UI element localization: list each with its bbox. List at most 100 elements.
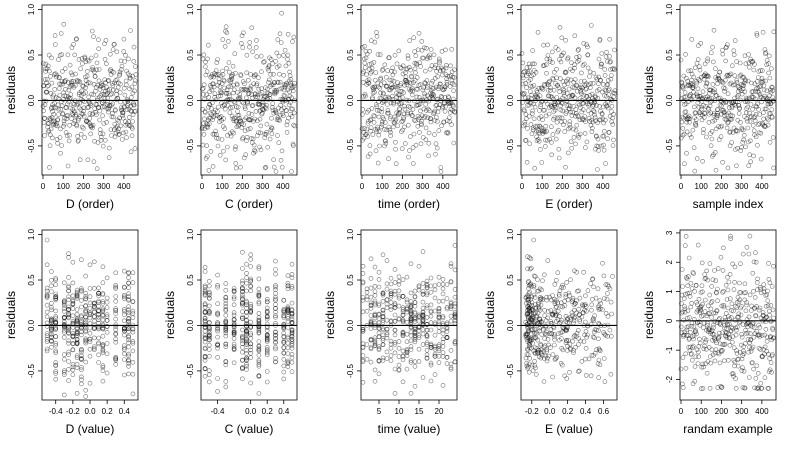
- data-point: [727, 296, 733, 302]
- data-point: [580, 303, 586, 309]
- data-point: [369, 106, 375, 111]
- data-point: [713, 126, 719, 132]
- data-point: [122, 293, 127, 298]
- data-point: [606, 86, 612, 92]
- data-point: [745, 118, 750, 124]
- data-point: [49, 323, 54, 329]
- data-point: [43, 66, 48, 72]
- data-point: [424, 355, 430, 361]
- data-point: [264, 344, 270, 350]
- data-point: [591, 70, 597, 76]
- data-point: [215, 326, 220, 332]
- data-point: [768, 303, 774, 308]
- data-point: [687, 290, 693, 296]
- data-point: [418, 108, 423, 114]
- data-point: [542, 343, 548, 349]
- data-point: [771, 315, 776, 321]
- data-point: [759, 385, 765, 391]
- data-point: [273, 110, 279, 116]
- data-point: [732, 279, 737, 285]
- data-point: [548, 85, 553, 90]
- data-point: [432, 344, 438, 350]
- data-point: [416, 263, 422, 269]
- x-tick-label: 200: [236, 182, 250, 191]
- data-point: [101, 121, 107, 126]
- data-point: [92, 303, 97, 309]
- data-point: [259, 90, 265, 95]
- data-point: [722, 77, 728, 83]
- data-point: [537, 307, 543, 313]
- data-point: [202, 269, 208, 274]
- data-point: [527, 361, 532, 367]
- data-point: [592, 313, 597, 319]
- data-point: [570, 110, 576, 115]
- data-point: [227, 97, 232, 102]
- data-point: [541, 379, 547, 384]
- data-point: [544, 81, 550, 87]
- data-point: [572, 314, 578, 320]
- data-point: [47, 115, 53, 121]
- data-point: [428, 313, 434, 319]
- data-point: [733, 332, 739, 338]
- data-point: [572, 62, 577, 67]
- data-point: [437, 60, 442, 66]
- data-point: [199, 125, 205, 130]
- data-point: [579, 109, 585, 115]
- data-point: [396, 274, 402, 280]
- data-point: [393, 161, 399, 166]
- data-point: [717, 69, 723, 75]
- data-point: [597, 347, 602, 353]
- data-point: [540, 87, 546, 92]
- data-point: [66, 367, 71, 372]
- data-point: [66, 251, 71, 256]
- data-point: [746, 349, 752, 355]
- data-point: [762, 375, 768, 381]
- data-point: [71, 42, 76, 47]
- data-point: [215, 389, 220, 394]
- data-point: [683, 234, 689, 239]
- data-point: [715, 286, 720, 292]
- data-point: [87, 315, 93, 321]
- data-point: [215, 334, 220, 340]
- data-point: [73, 112, 79, 117]
- data-point: [420, 305, 426, 311]
- data-point: [700, 386, 706, 391]
- data-point: [223, 313, 229, 318]
- data-point: [100, 143, 106, 149]
- data-point: [121, 49, 126, 54]
- data-point: [596, 87, 602, 92]
- data-point: [392, 52, 398, 58]
- data-point: [238, 73, 244, 78]
- data-point: [264, 337, 270, 343]
- data-point: [446, 95, 452, 100]
- data-point: [709, 314, 714, 320]
- data-point: [376, 344, 382, 350]
- data-point: [542, 313, 548, 318]
- data-point: [526, 299, 532, 305]
- data-point: [436, 360, 442, 365]
- data-point: [440, 291, 446, 297]
- x-tick-label: 100: [376, 182, 390, 191]
- data-point: [730, 261, 736, 267]
- data-point: [113, 311, 118, 316]
- data-point: [266, 77, 272, 83]
- data-point: [273, 344, 278, 350]
- data-point: [440, 276, 446, 282]
- data-point: [438, 169, 444, 174]
- data-point: [735, 363, 741, 369]
- data-point: [420, 322, 426, 327]
- data-point: [723, 311, 729, 316]
- data-point: [557, 288, 563, 294]
- data-point: [538, 295, 543, 300]
- data-point: [748, 337, 753, 343]
- data-point: [240, 285, 245, 291]
- data-point: [290, 84, 296, 90]
- data-point: [591, 329, 597, 335]
- data-point: [83, 303, 88, 309]
- data-point: [53, 277, 59, 283]
- data-point: [75, 101, 81, 107]
- data-point: [404, 349, 410, 355]
- data-point: [564, 91, 570, 96]
- data-point: [373, 102, 379, 107]
- data-point: [530, 48, 536, 53]
